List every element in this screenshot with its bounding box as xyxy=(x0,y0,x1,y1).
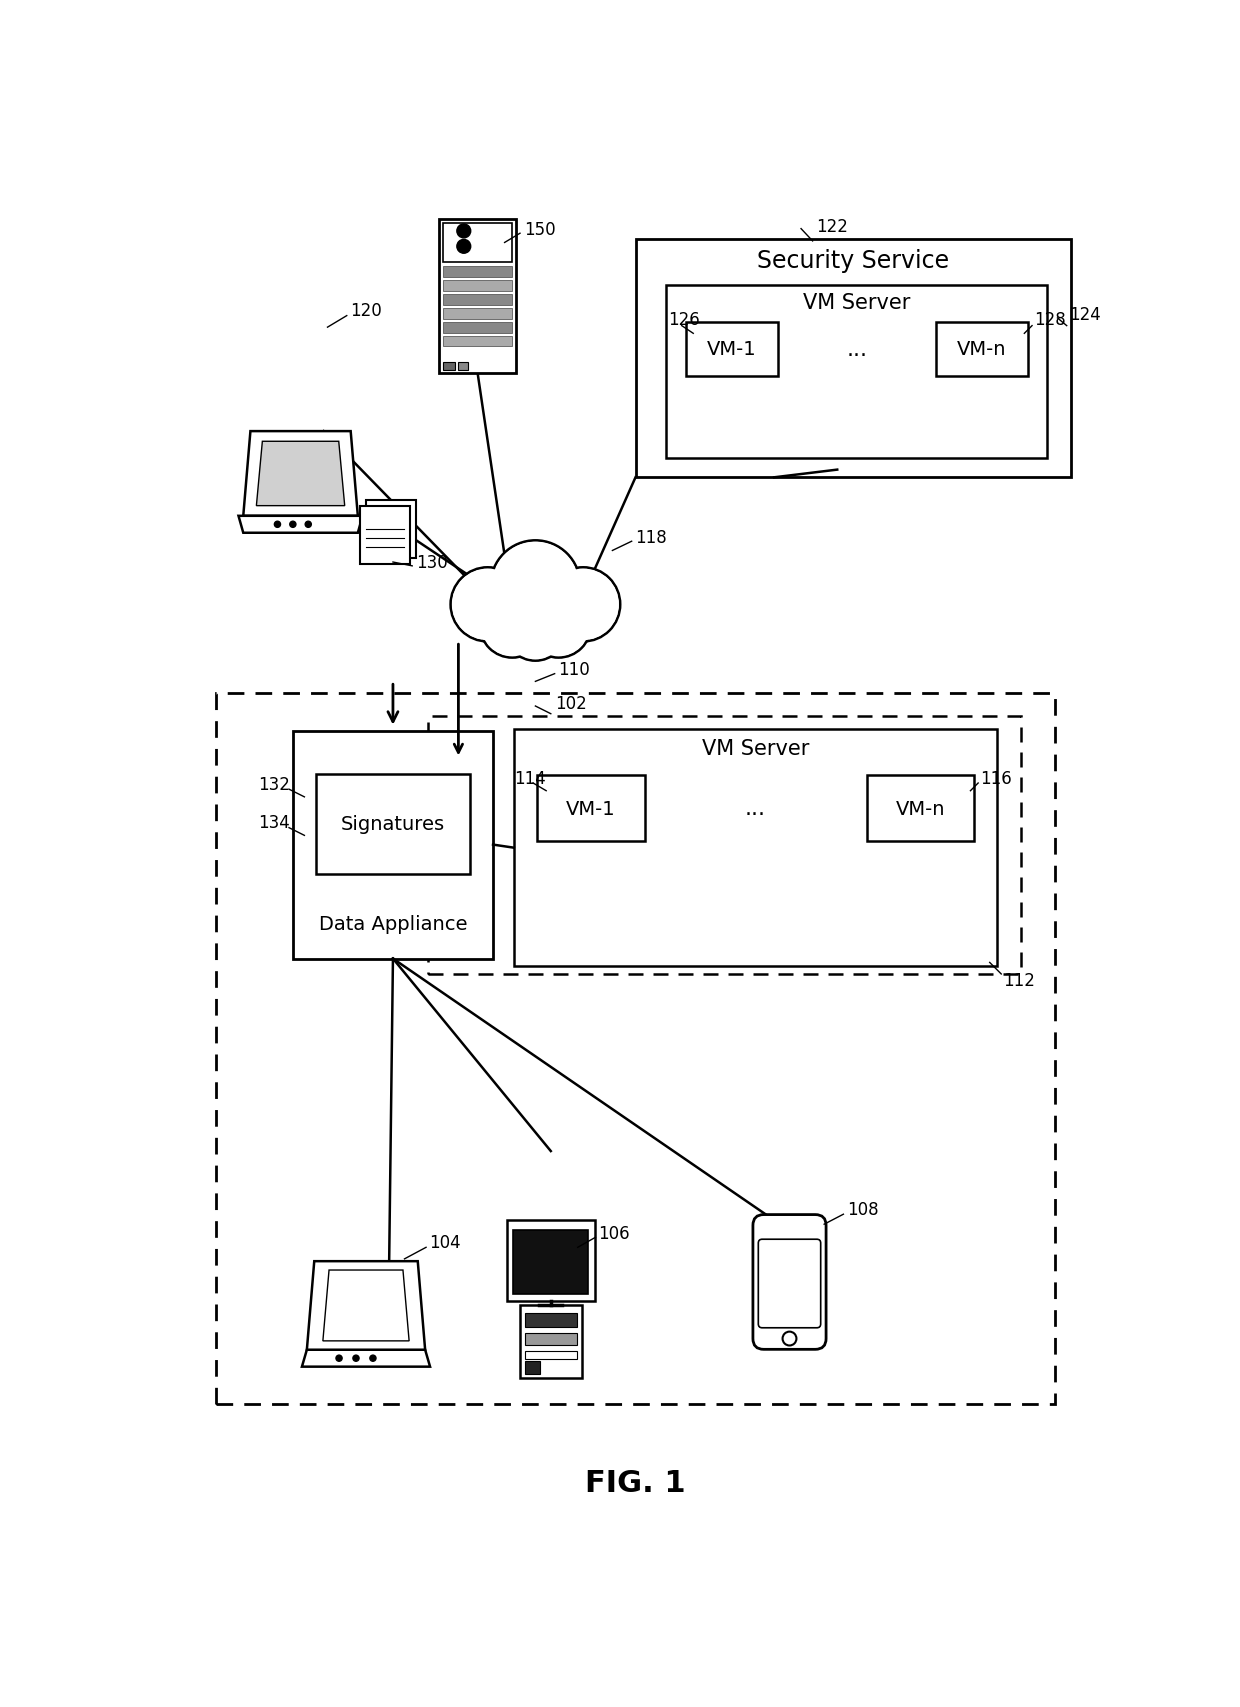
Text: Signatures: Signatures xyxy=(341,814,445,833)
Bar xyxy=(443,282,512,292)
Text: 116: 116 xyxy=(981,770,1012,787)
Bar xyxy=(635,239,1070,478)
Text: ...: ... xyxy=(745,799,766,819)
Bar xyxy=(443,336,512,347)
Bar xyxy=(428,717,1021,975)
Text: Security Service: Security Service xyxy=(756,249,949,273)
Text: 150: 150 xyxy=(523,220,556,239)
Circle shape xyxy=(370,1355,376,1362)
Text: 130: 130 xyxy=(417,553,448,572)
Circle shape xyxy=(546,568,620,642)
Text: 112: 112 xyxy=(1003,971,1035,990)
Circle shape xyxy=(491,541,580,630)
Circle shape xyxy=(505,599,567,661)
Bar xyxy=(936,323,1028,377)
Circle shape xyxy=(526,594,590,659)
Text: 120: 120 xyxy=(351,302,382,319)
Text: Data Appliance: Data Appliance xyxy=(319,915,467,934)
Circle shape xyxy=(450,568,525,642)
Text: 104: 104 xyxy=(429,1232,461,1251)
Text: VM Server: VM Server xyxy=(702,739,810,760)
Circle shape xyxy=(481,594,543,657)
Bar xyxy=(513,1229,588,1294)
Text: 128: 128 xyxy=(1034,311,1066,329)
Text: FIG. 1: FIG. 1 xyxy=(585,1468,686,1497)
Bar xyxy=(443,295,512,306)
Bar xyxy=(443,309,512,319)
Text: 114: 114 xyxy=(513,770,546,787)
Text: 118: 118 xyxy=(635,527,667,546)
Bar xyxy=(439,220,516,374)
Bar xyxy=(686,323,777,377)
Polygon shape xyxy=(301,1350,430,1367)
Bar xyxy=(525,1352,577,1359)
Text: VM Server: VM Server xyxy=(804,292,910,312)
Circle shape xyxy=(456,225,471,239)
Text: 106: 106 xyxy=(599,1224,630,1243)
Bar xyxy=(506,1221,595,1301)
Text: 126: 126 xyxy=(668,311,701,329)
Polygon shape xyxy=(257,442,345,507)
FancyBboxPatch shape xyxy=(759,1239,821,1328)
Text: 134: 134 xyxy=(258,814,290,831)
Bar xyxy=(525,1313,577,1326)
Bar xyxy=(666,285,1048,459)
Text: VM-1: VM-1 xyxy=(565,799,615,818)
Text: ...: ... xyxy=(847,340,867,360)
Bar xyxy=(293,732,494,959)
Circle shape xyxy=(305,522,311,527)
Bar xyxy=(525,1333,577,1345)
Bar xyxy=(459,362,467,370)
Text: 108: 108 xyxy=(847,1200,879,1219)
Circle shape xyxy=(506,601,565,661)
Bar xyxy=(525,1362,541,1374)
Bar xyxy=(443,323,512,333)
Circle shape xyxy=(782,1331,796,1345)
Bar xyxy=(443,268,512,278)
Text: 124: 124 xyxy=(1069,306,1101,324)
Text: 110: 110 xyxy=(558,661,590,679)
Bar xyxy=(361,507,410,565)
Polygon shape xyxy=(322,1270,409,1342)
Circle shape xyxy=(492,543,579,630)
Polygon shape xyxy=(238,517,362,533)
Bar xyxy=(443,362,455,370)
Bar xyxy=(513,729,997,966)
Circle shape xyxy=(336,1355,342,1362)
FancyBboxPatch shape xyxy=(753,1215,826,1350)
Polygon shape xyxy=(243,432,358,517)
Circle shape xyxy=(290,522,296,527)
Bar xyxy=(867,777,975,842)
Circle shape xyxy=(480,594,544,659)
Circle shape xyxy=(353,1355,360,1362)
Bar xyxy=(316,775,470,874)
Bar xyxy=(520,1306,582,1379)
Text: 102: 102 xyxy=(554,695,587,712)
Bar xyxy=(443,224,512,263)
Text: VM-n: VM-n xyxy=(957,340,1007,358)
Text: 122: 122 xyxy=(816,217,848,236)
Bar xyxy=(216,693,1055,1403)
Circle shape xyxy=(527,594,590,657)
Polygon shape xyxy=(306,1261,425,1350)
Text: 132: 132 xyxy=(258,775,290,794)
Circle shape xyxy=(451,568,523,640)
Text: VM-n: VM-n xyxy=(895,799,945,818)
Circle shape xyxy=(274,522,280,527)
Circle shape xyxy=(456,241,471,254)
Bar xyxy=(366,500,417,558)
Bar xyxy=(537,777,645,842)
Text: VM-1: VM-1 xyxy=(707,340,756,358)
Circle shape xyxy=(547,568,619,640)
